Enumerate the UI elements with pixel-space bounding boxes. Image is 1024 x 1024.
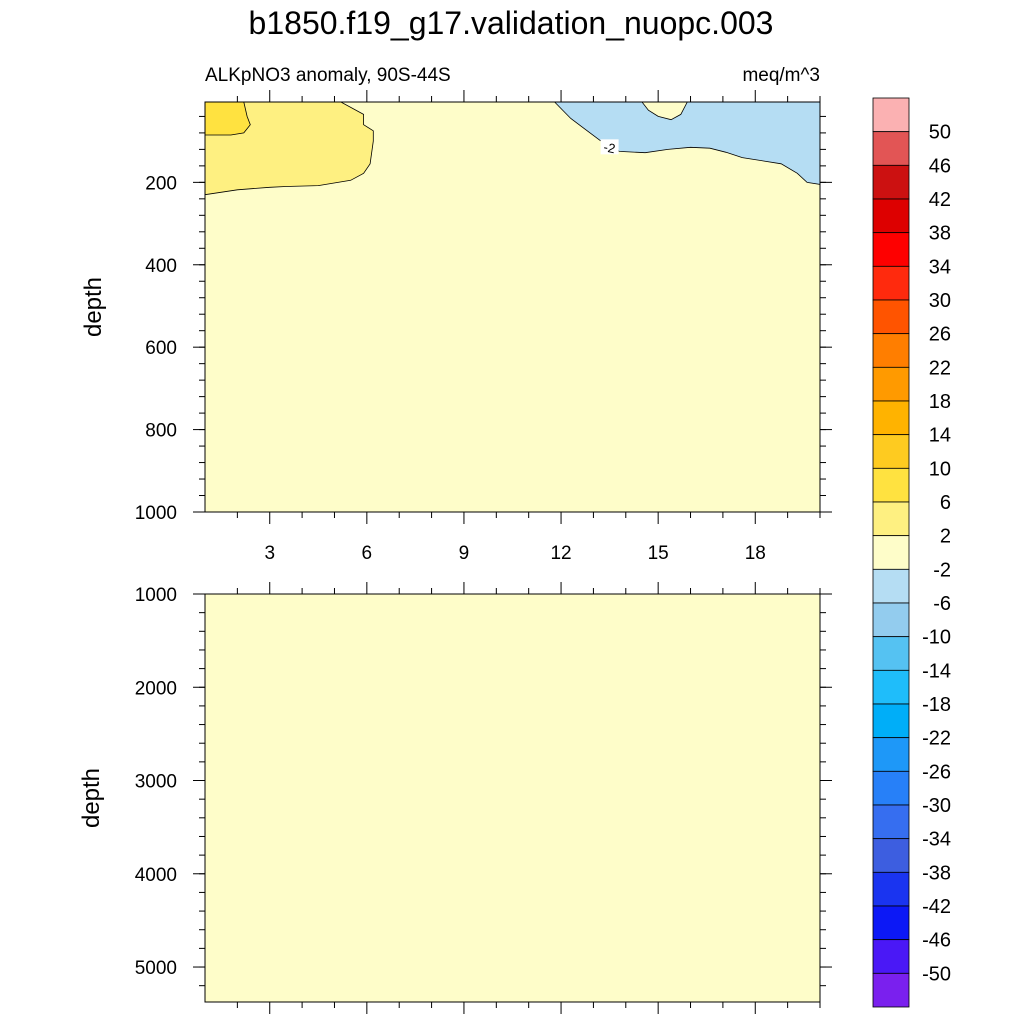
- colorbar-label: 34: [929, 256, 951, 278]
- colorbar-swatch: [872, 737, 910, 772]
- colorbar-label: -46: [922, 930, 951, 952]
- colorbar-swatch: [872, 97, 910, 133]
- colorbar-swatch: [872, 535, 910, 570]
- colorbar-label: 38: [929, 223, 951, 245]
- colorbar-swatch: [872, 265, 910, 301]
- colorbar-swatch: [872, 905, 910, 941]
- colorbar-swatch: [872, 636, 910, 671]
- x-tick-label: 12: [550, 543, 571, 564]
- colorbar-label: 30: [929, 290, 951, 312]
- colorbar-label: 18: [929, 391, 951, 413]
- lower-depth-panel: 1000 2000 3000 4000 5000 depth: [78, 582, 832, 1014]
- colorbar-label: -30: [922, 795, 951, 817]
- x-tick-label: 15: [648, 543, 669, 564]
- colorbar-swatch: [872, 838, 910, 873]
- colorbar-swatch: [872, 669, 910, 705]
- colorbar-swatch: [872, 232, 910, 267]
- y-tick-label: 3000: [135, 772, 177, 793]
- upper-depth-panel: -2 200 400 600 800 1000 3 6 9 12 15 18 depth: [80, 90, 832, 564]
- plot-frame: [204, 593, 821, 1003]
- y-axis-title: depth: [80, 277, 107, 337]
- colorbar-label: 14: [929, 425, 951, 447]
- contour-region-1: [204, 101, 251, 136]
- y-tick-label: 1000: [135, 585, 177, 606]
- subtitle-variable: ALKpNO3 anomaly, 90S-44S: [205, 65, 451, 86]
- colorbar-label: -2: [933, 559, 951, 581]
- colorbar-swatch: [872, 602, 910, 638]
- colorbar-swatch: [872, 467, 910, 503]
- colorbar-swatch: [872, 871, 910, 907]
- colorbar-label: 2: [940, 526, 951, 548]
- colorbar-swatch: [872, 299, 910, 335]
- plot-frame: [204, 101, 821, 513]
- colorbar-label: 26: [929, 324, 951, 346]
- colorbar-label: -26: [922, 761, 951, 783]
- colorbar-label: 10: [929, 458, 951, 480]
- colorbar-swatch: [872, 434, 910, 469]
- y-axis-title: depth: [78, 768, 105, 828]
- subtitle-units: meq/m^3: [742, 65, 820, 86]
- colorbar-swatch: [872, 400, 910, 436]
- colorbar-label: 42: [929, 189, 951, 211]
- colorbar-label: -22: [922, 728, 951, 750]
- contour-label: -2: [602, 139, 616, 156]
- colorbar-swatch: [872, 568, 910, 604]
- colorbar-label: -6: [933, 593, 951, 615]
- colorbar-swatch: [872, 703, 910, 739]
- chart-title: b1850.f19_g17.validation_nuopc.003: [249, 5, 774, 41]
- colorbar-swatch: [872, 164, 910, 200]
- colorbar-swatch: [872, 366, 910, 402]
- colorbar-label: 6: [940, 492, 951, 514]
- contour-region-2: [553, 101, 821, 185]
- colorbar-label: -18: [922, 694, 951, 716]
- colorbar-label: 50: [929, 122, 951, 144]
- colorbar-label: -14: [922, 660, 951, 682]
- colorbar-label: -50: [922, 963, 951, 985]
- colorbar-label: -42: [922, 896, 951, 918]
- y-tick-label: 400: [145, 256, 177, 277]
- x-tick-label: 18: [745, 543, 766, 564]
- y-tick-label: 600: [145, 338, 177, 359]
- colorbar: 50 46 42 38 34 30 26 22 18 14 10 6 2 -2 -6 -10 -14 -18 -22…: [872, 97, 951, 1008]
- y-tick-label: 4000: [135, 865, 177, 886]
- contour-background-fill: [205, 594, 820, 1002]
- x-tick-label: 3: [264, 543, 275, 564]
- colorbar-label: 22: [929, 357, 951, 379]
- colorbar-swatch: [872, 131, 910, 166]
- contour-label-box: [600, 139, 619, 155]
- colorbar-label: -34: [922, 829, 951, 851]
- colorbar-label: 46: [929, 155, 951, 177]
- colorbar-swatch: [872, 972, 910, 1008]
- colorbar-swatch: [872, 939, 910, 974]
- x-tick-label: 6: [362, 543, 373, 564]
- colorbar-label: -38: [922, 862, 951, 884]
- y-tick-label: 5000: [135, 958, 177, 979]
- y-tick-label: 2000: [135, 678, 177, 699]
- colorbar-swatch: [872, 501, 910, 537]
- colorbar-swatch: [872, 333, 910, 368]
- y-tick-label: 800: [145, 421, 177, 442]
- colorbar-label: -10: [922, 627, 951, 649]
- x-tick-label: 9: [459, 543, 470, 564]
- colorbar-swatch: [872, 804, 910, 840]
- colorbar-swatch: [872, 198, 910, 234]
- y-tick-label: 1000: [135, 503, 177, 524]
- colorbar-swatch: [872, 770, 910, 806]
- y-tick-label: 200: [145, 173, 177, 194]
